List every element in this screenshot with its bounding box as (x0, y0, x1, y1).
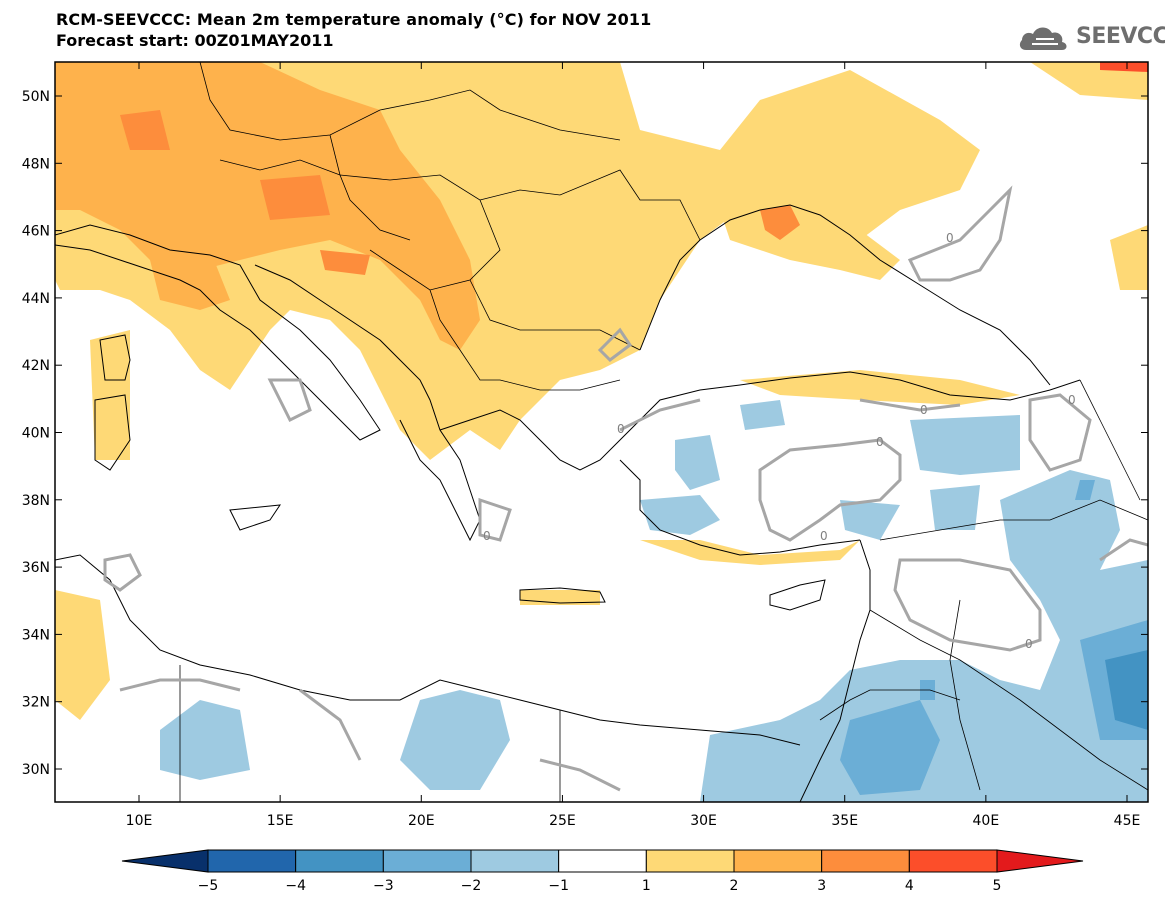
lat-tick-label: 30N (22, 762, 50, 778)
lon-tick-label: 25E (549, 813, 576, 829)
contour-label: 0 (1025, 637, 1033, 651)
lat-tick-label: 46N (22, 224, 50, 240)
lat-tick-label: 34N (22, 627, 50, 643)
anomaly-region-4to5-ne (1100, 62, 1148, 72)
lon-tick-label: 35E (831, 813, 858, 829)
map-panel: 0 0 0 0 0 0 0 0 (55, 62, 1148, 802)
lat-tick-label: 50N (22, 89, 50, 105)
anomaly-region-neg1to2-anatolia-w (675, 435, 720, 490)
contour-label: 0 (876, 435, 884, 449)
anomaly-region-neg1to2-east-block (930, 485, 980, 530)
zero-contours (103, 185, 1148, 792)
anomaly-region-neg2to3-levant (840, 700, 940, 795)
anomaly-region-neg1to2-turkey (640, 495, 720, 535)
colorbar-label: −2 (461, 878, 482, 894)
anomaly-region-3to4-balkans (320, 250, 370, 275)
contour-label: 0 (920, 403, 928, 417)
anomaly-region-1to2-turkey-south (640, 540, 860, 565)
map-title: RCM-SEEVCCC: Mean 2m temperature anomaly… (56, 10, 652, 29)
lat-tick-label: 40N (22, 426, 50, 442)
lon-tick-label: 45E (1114, 813, 1141, 829)
longitude-axis: 10E 15E 20E 25E 30E 35E 40E 45E (126, 62, 1141, 829)
colorbar-label: 5 (993, 878, 1002, 894)
lon-tick-label: 30E (690, 813, 717, 829)
anomaly-region-neg1to2-libya-east (400, 690, 510, 790)
country-borders (179, 62, 1148, 802)
anomaly-region-1to2-sardinia (90, 330, 130, 460)
anomaly-region-3to4-crimea (760, 205, 800, 240)
lon-tick-label: 20E (408, 813, 435, 829)
anomaly-region-3to4-germany (120, 110, 170, 150)
colorbar-swatch (207, 849, 297, 873)
lat-tick-label: 48N (22, 156, 50, 172)
colorbar-swatch (821, 849, 910, 873)
anomaly-region-neg1to2-cyprus-island (1075, 480, 1095, 500)
lat-tick-label: 36N (22, 560, 50, 576)
seevccc-logo: SEEVCCC (1018, 18, 1165, 58)
anomaly-region-neg1to2-anatolia-n (740, 400, 785, 430)
anomaly-region-neg1to2-libya-west (160, 700, 250, 780)
cloud-logo-icon (1019, 27, 1067, 50)
lat-tick-label: 38N (22, 493, 50, 509)
colorbar-swatch (558, 849, 647, 873)
zero-contour-labels: 0 0 0 0 0 0 0 0 (483, 231, 1076, 651)
contour-label: 0 (617, 422, 625, 436)
anomaly-region-3to4-austria (260, 175, 330, 220)
colorbar-label: 3 (817, 878, 826, 894)
colorbar-swatch (733, 849, 823, 873)
colorbar-swatch (470, 849, 560, 873)
forecast-start-subtitle: Forecast start: 00Z01MAY2011 (56, 31, 334, 50)
logo-text: SEEVCCC (1076, 24, 1165, 49)
colorbar-high-extension (996, 849, 1084, 873)
anomaly-region-1to2-ne (1030, 62, 1148, 100)
lat-tick-label: 44N (22, 291, 50, 307)
colorbar-swatch (295, 849, 384, 873)
colorbar-label: −1 (548, 878, 569, 894)
colorbar: −5 −4 −3 −2 −1 1 2 3 4 5 (121, 849, 1084, 894)
lon-tick-label: 40E (973, 813, 1000, 829)
anomaly-region-1to2-turkey-north (740, 370, 1020, 405)
contour-label: 0 (483, 529, 491, 543)
lat-tick-label: 32N (22, 695, 50, 711)
lat-tick-label: 42N (22, 358, 50, 374)
latitude-axis: 50N 48N 46N 44N 42N 40N 38N 36N 34N 32N 30N (22, 89, 1148, 778)
contour-label: 0 (820, 529, 828, 543)
colorbar-label: 1 (642, 878, 651, 894)
lon-tick-label: 10E (126, 813, 153, 829)
anomaly-region-2to3-italy-north (150, 250, 230, 310)
lon-tick-label: 15E (267, 813, 294, 829)
anomaly-region-1to2-africa-west (55, 590, 110, 720)
colorbar-label: −5 (198, 878, 219, 894)
contour-label: 0 (1068, 393, 1076, 407)
contour-label: 0 (946, 231, 954, 245)
anomaly-region-neg1to2-iraq (700, 470, 1148, 802)
coastlines (55, 204, 1081, 802)
anomaly-region-neg1to2-levant-center (840, 500, 900, 540)
anomaly-region-1to2-east (1110, 225, 1148, 290)
colorbar-swatch (645, 849, 735, 873)
colorbar-low-extension (121, 849, 209, 873)
colorbar-swatch (908, 849, 998, 873)
colorbar-label: 4 (905, 878, 914, 894)
anomaly-region-neg1to2-anatolia-e (910, 415, 1020, 475)
anomaly-region-neg3to4-iraq (1105, 650, 1148, 730)
colorbar-label: 2 (730, 878, 739, 894)
colorbar-label: −4 (285, 878, 306, 894)
colorbar-swatch (382, 849, 472, 873)
colorbar-label: −3 (373, 878, 394, 894)
